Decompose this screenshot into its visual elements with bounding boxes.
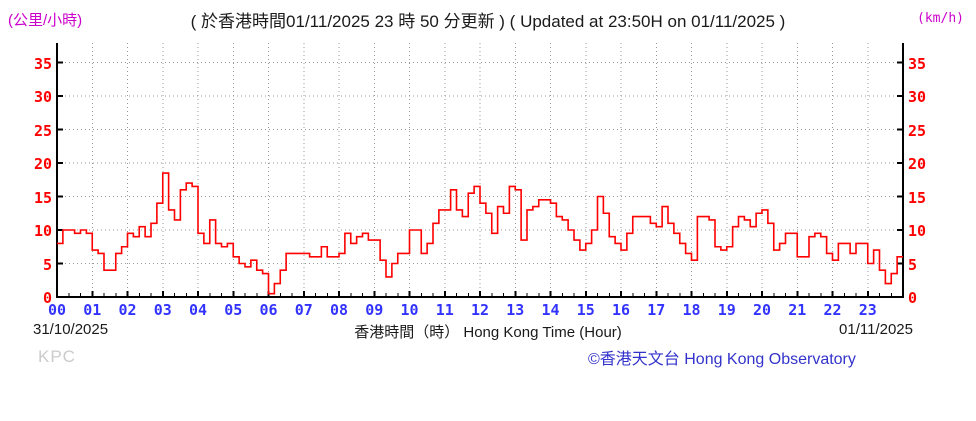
x-tick-label: 15 bbox=[576, 301, 595, 319]
y-tick-label-right: 25 bbox=[908, 121, 927, 140]
x-tick-label: 00 bbox=[47, 301, 67, 319]
y-tick-label-right: 20 bbox=[908, 155, 927, 173]
x-tick-label: 03 bbox=[153, 301, 172, 319]
x-tick-label: 17 bbox=[647, 301, 666, 319]
station-code-watermark: KPC bbox=[38, 347, 76, 366]
y-tick-label-right: 10 bbox=[908, 222, 927, 240]
x-tick-label: 14 bbox=[541, 301, 560, 319]
x-tick-label: 23 bbox=[858, 301, 877, 319]
x-tick-label: 19 bbox=[717, 301, 736, 319]
y-tick-label-right: 15 bbox=[908, 188, 927, 207]
y-axis-units-right-label: (km/h) bbox=[917, 11, 964, 26]
x-tick-label: 16 bbox=[611, 301, 631, 319]
x-tick-label: 04 bbox=[188, 301, 208, 319]
y-tick-label-left: 20 bbox=[33, 155, 52, 173]
x-tick-label: 01 bbox=[83, 301, 102, 319]
y-tick-label-left: 35 bbox=[33, 54, 52, 73]
y-tick-label-left: 15 bbox=[33, 188, 52, 207]
y-tick-label-left: 5 bbox=[42, 255, 52, 274]
y-axis-units-left-label: (公里/小時) bbox=[8, 12, 83, 29]
x-tick-label: 09 bbox=[365, 301, 384, 319]
x-tick-label: 10 bbox=[400, 301, 419, 319]
y-tick-label-left: 10 bbox=[33, 222, 52, 240]
x-tick-label: 07 bbox=[294, 301, 313, 319]
x-tick-label: 06 bbox=[259, 301, 278, 319]
start-date-label: 31/10/2025 bbox=[33, 321, 109, 338]
y-tick-label-right: 35 bbox=[908, 54, 927, 73]
y-tick-label-right: 30 bbox=[908, 88, 927, 106]
wind-speed-line bbox=[57, 172, 903, 295]
x-tick-label: 05 bbox=[224, 301, 243, 319]
chart-title: ( 於香港時間01/11/2025 23 時 50 分更新 ) ( Update… bbox=[190, 12, 786, 31]
y-tick-label-left: 30 bbox=[33, 88, 52, 106]
y-tick-label-left: 0 bbox=[42, 289, 52, 307]
x-tick-label: 02 bbox=[118, 301, 137, 319]
x-axis-title: 香港時間（時） Hong Kong Time (Hour) bbox=[354, 324, 622, 341]
x-tick-label: 08 bbox=[329, 301, 349, 319]
x-tick-label: 21 bbox=[788, 301, 807, 319]
x-tick-label: 12 bbox=[470, 301, 490, 319]
y-tick-label-right: 5 bbox=[908, 255, 918, 274]
y-tick-label-left: 25 bbox=[33, 121, 52, 140]
end-date-label: 01/11/2025 bbox=[839, 321, 913, 338]
x-tick-label: 22 bbox=[823, 301, 842, 319]
x-tick-label: 20 bbox=[752, 301, 772, 319]
x-tick-label: 18 bbox=[682, 301, 701, 319]
x-tick-label: 11 bbox=[435, 301, 454, 319]
observatory-copyright-label: ©香港天文台 Hong Kong Observatory bbox=[588, 351, 856, 368]
y-tick-label-right: 0 bbox=[908, 289, 918, 307]
x-tick-label: 13 bbox=[506, 301, 525, 319]
